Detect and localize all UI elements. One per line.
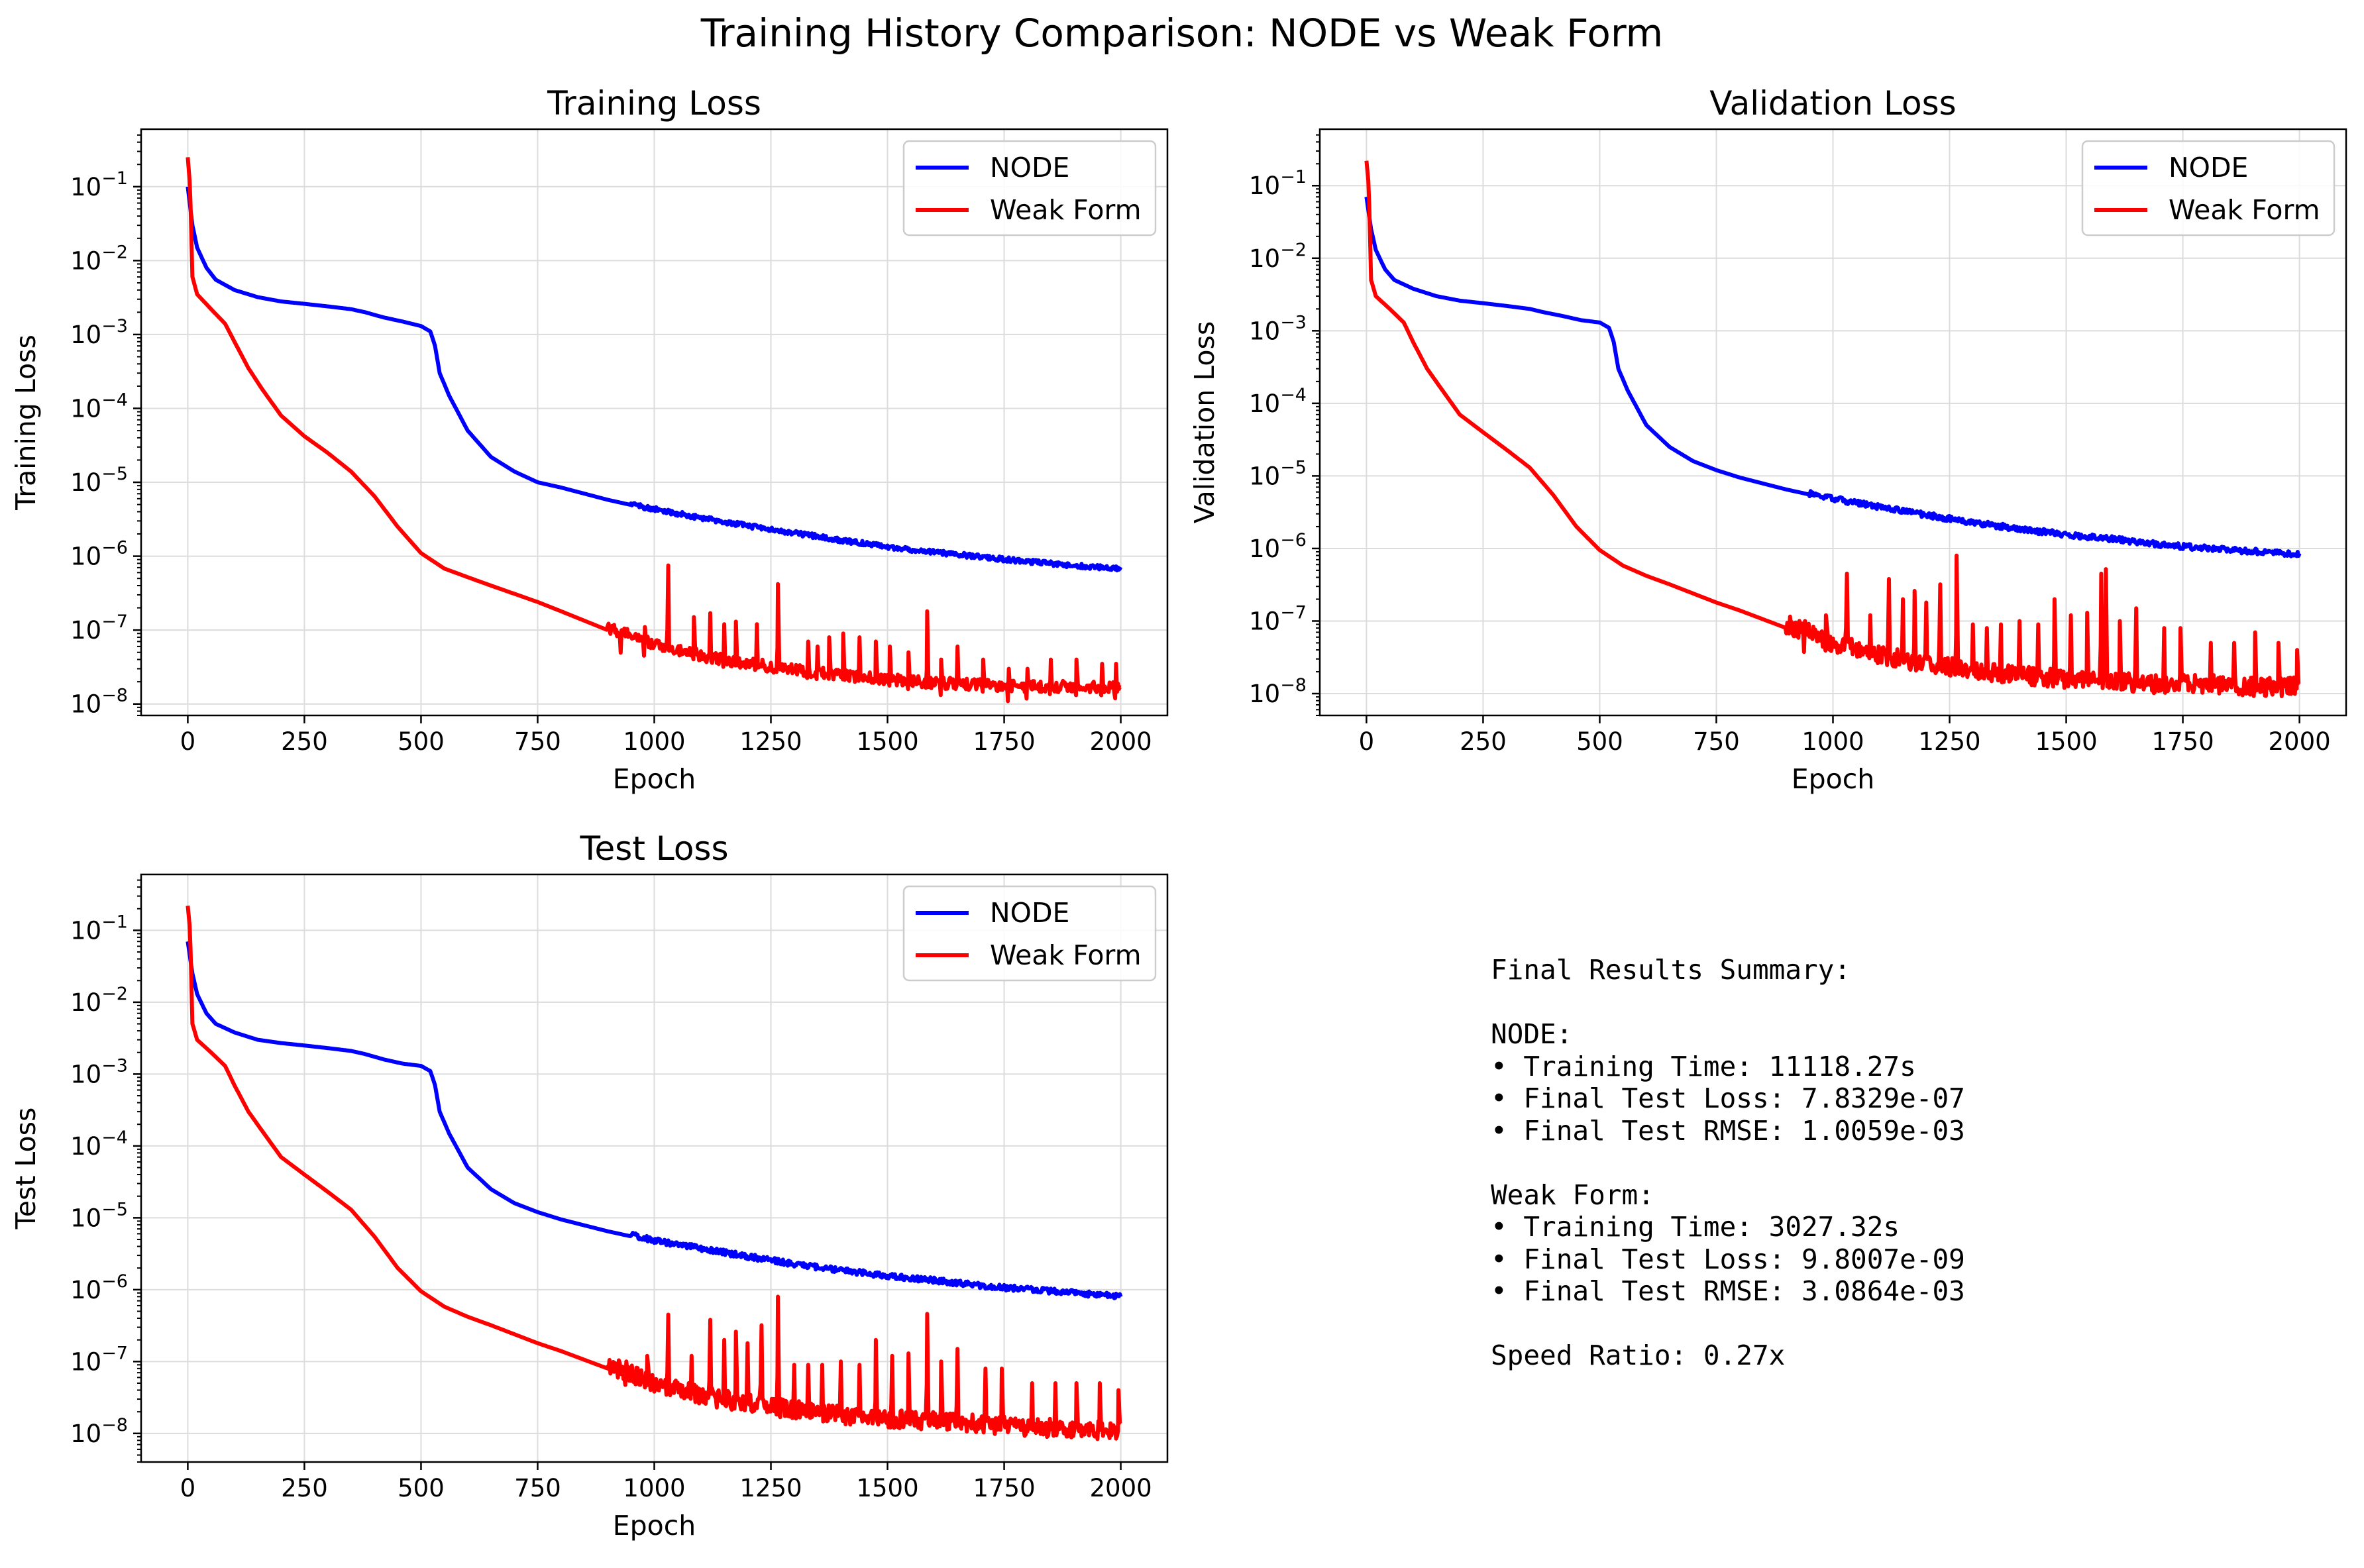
- panel-title: Validation Loss: [1709, 84, 1956, 123]
- y-tick-label: 10−1: [70, 912, 128, 945]
- summary-line: [1491, 1147, 1965, 1179]
- legend-label: Weak Form: [2169, 194, 2320, 226]
- chart-panel-2: 0 250 500 750 1000 1250 1500 1750 2000 10−8 10−7 10…: [1189, 84, 2347, 795]
- legend-label: NODE: [2169, 152, 2248, 183]
- x-tick-label: 2000: [2269, 727, 2331, 756]
- chart-panel-1: 0 250 500 750 1000 1250 1500 1750 2000 10−8 10−7 10…: [10, 84, 1169, 795]
- legend-label: Weak Form: [990, 939, 1142, 971]
- summary-line: • Training Time: 11118.27s: [1491, 1050, 1916, 1082]
- y-tick-label: 10−2: [1249, 240, 1307, 273]
- panels: 0 250 500 750 1000 1250 1500 1750 2000 10−8 10−7 10…: [10, 84, 2347, 1542]
- y-tick-label: 10−4: [70, 1127, 128, 1161]
- series-line-weak-form: [186, 906, 1122, 1441]
- y-tick-label: 10−7: [1249, 602, 1307, 635]
- legend-label: NODE: [990, 897, 1069, 929]
- legend: NODE Weak Form: [902, 885, 1157, 982]
- x-tick-label: 1250: [1918, 727, 1980, 756]
- series-line-node: [1364, 196, 2302, 558]
- y-tick-label: 10−3: [1249, 312, 1307, 345]
- y-tick-label: 10−1: [70, 168, 128, 201]
- y-axis-label: Test Loss: [10, 1108, 42, 1230]
- x-tick-label: 0: [180, 1474, 196, 1502]
- y-tick-label: 10−8: [1249, 675, 1307, 708]
- x-tick-label: 0: [180, 727, 196, 756]
- summary-line: • Final Test RMSE: 3.0864e-03: [1491, 1275, 1965, 1307]
- x-tick-label: 250: [1460, 727, 1507, 756]
- x-tick-label: 1000: [623, 727, 685, 756]
- x-tick-label: 500: [398, 727, 445, 756]
- y-tick-label: 10−5: [1249, 457, 1307, 490]
- x-tick-label: 1750: [973, 727, 1035, 756]
- y-tick-label: 10−4: [70, 390, 128, 423]
- legend: NODE Weak Form: [902, 140, 1157, 236]
- y-tick-label: 10−1: [1249, 167, 1307, 200]
- x-tick-label: 1250: [739, 727, 802, 756]
- figure-title: Training History Comparison: NODE vs Wea…: [700, 11, 1663, 56]
- legend-label: NODE: [990, 152, 1069, 183]
- x-tick-label: 750: [514, 1474, 561, 1502]
- series-line-weak-form: [1364, 160, 2301, 698]
- x-tick-label: 250: [281, 727, 328, 756]
- y-tick-label: 10−8: [70, 1415, 128, 1448]
- x-tick-label: 1750: [973, 1474, 1035, 1502]
- summary-line: • Final Test Loss: 7.8329e-07: [1491, 1082, 1965, 1114]
- summary-line: • Final Test RMSE: 1.0059e-03: [1491, 1114, 1965, 1147]
- x-tick-label: 1250: [739, 1474, 802, 1502]
- summary-line: [1491, 986, 1965, 1019]
- summary-line: Weak Form:: [1491, 1178, 1654, 1211]
- panel-title: Test Loss: [579, 829, 728, 868]
- x-tick-label: 750: [514, 727, 561, 756]
- y-tick-label: 10−6: [70, 538, 128, 571]
- x-axis-label: Epoch: [613, 763, 696, 795]
- summary-line: Final Results Summary:: [1491, 954, 1851, 986]
- x-axis-label: Epoch: [613, 1510, 696, 1542]
- y-tick-label: 10−2: [70, 242, 128, 275]
- summary-line: [1491, 1308, 1965, 1340]
- summary-line: • Training Time: 3027.32s: [1491, 1211, 1900, 1243]
- y-tick-label: 10−2: [70, 984, 128, 1017]
- x-tick-label: 1500: [2035, 727, 2097, 756]
- y-tick-label: 10−5: [70, 1199, 128, 1232]
- x-axis-label: Epoch: [1792, 763, 1875, 795]
- summary-line: NODE:: [1491, 1018, 1573, 1050]
- summary-line: • Final Test Loss: 9.8007e-09: [1491, 1243, 1965, 1275]
- x-tick-label: 2000: [1090, 1474, 1152, 1502]
- legend: NODE Weak Form: [2081, 140, 2336, 236]
- grid: [1320, 129, 2346, 715]
- x-tick-label: 500: [1576, 727, 1623, 756]
- series-line-node: [186, 186, 1123, 572]
- x-tick-label: 250: [281, 1474, 328, 1502]
- x-tick-label: 500: [398, 1474, 445, 1502]
- legend-label: Weak Form: [990, 194, 1142, 226]
- y-tick-label: 10−8: [70, 686, 128, 719]
- summary-line: Speed Ratio: 0.27x: [1491, 1339, 1786, 1371]
- x-tick-label: 0: [1359, 727, 1375, 756]
- y-tick-label: 10−6: [70, 1271, 128, 1304]
- y-axis-label: Validation Loss: [1189, 321, 1220, 523]
- x-tick-label: 1000: [1801, 727, 1864, 756]
- y-tick-label: 10−7: [70, 611, 128, 645]
- series-line-weak-form: [186, 157, 1122, 704]
- y-tick-label: 10−5: [70, 464, 128, 497]
- y-tick-label: 10−7: [70, 1343, 128, 1376]
- y-tick-label: 10−4: [1249, 385, 1307, 418]
- results-summary: Final Results Summary: NODE: • Training Ti…: [1491, 954, 1965, 1372]
- x-tick-label: 1500: [856, 727, 918, 756]
- chart-panel-3: 0 250 500 750 1000 1250 1500 1750 2000 10−8 10−7 10…: [10, 829, 1169, 1542]
- x-tick-label: 1500: [856, 1474, 918, 1502]
- y-axis-label: Training Loss: [10, 335, 42, 511]
- y-tick-label: 10−6: [1249, 530, 1307, 563]
- x-tick-label: 1750: [2151, 727, 2214, 756]
- y-tick-label: 10−3: [70, 316, 128, 349]
- y-tick-label: 10−3: [70, 1055, 128, 1088]
- x-tick-label: 1000: [623, 1474, 685, 1502]
- panel-title: Training Loss: [547, 84, 761, 123]
- series-line-node: [186, 941, 1123, 1300]
- x-tick-label: 750: [1693, 727, 1740, 756]
- x-tick-label: 2000: [1090, 727, 1152, 756]
- grid: [141, 129, 1167, 715]
